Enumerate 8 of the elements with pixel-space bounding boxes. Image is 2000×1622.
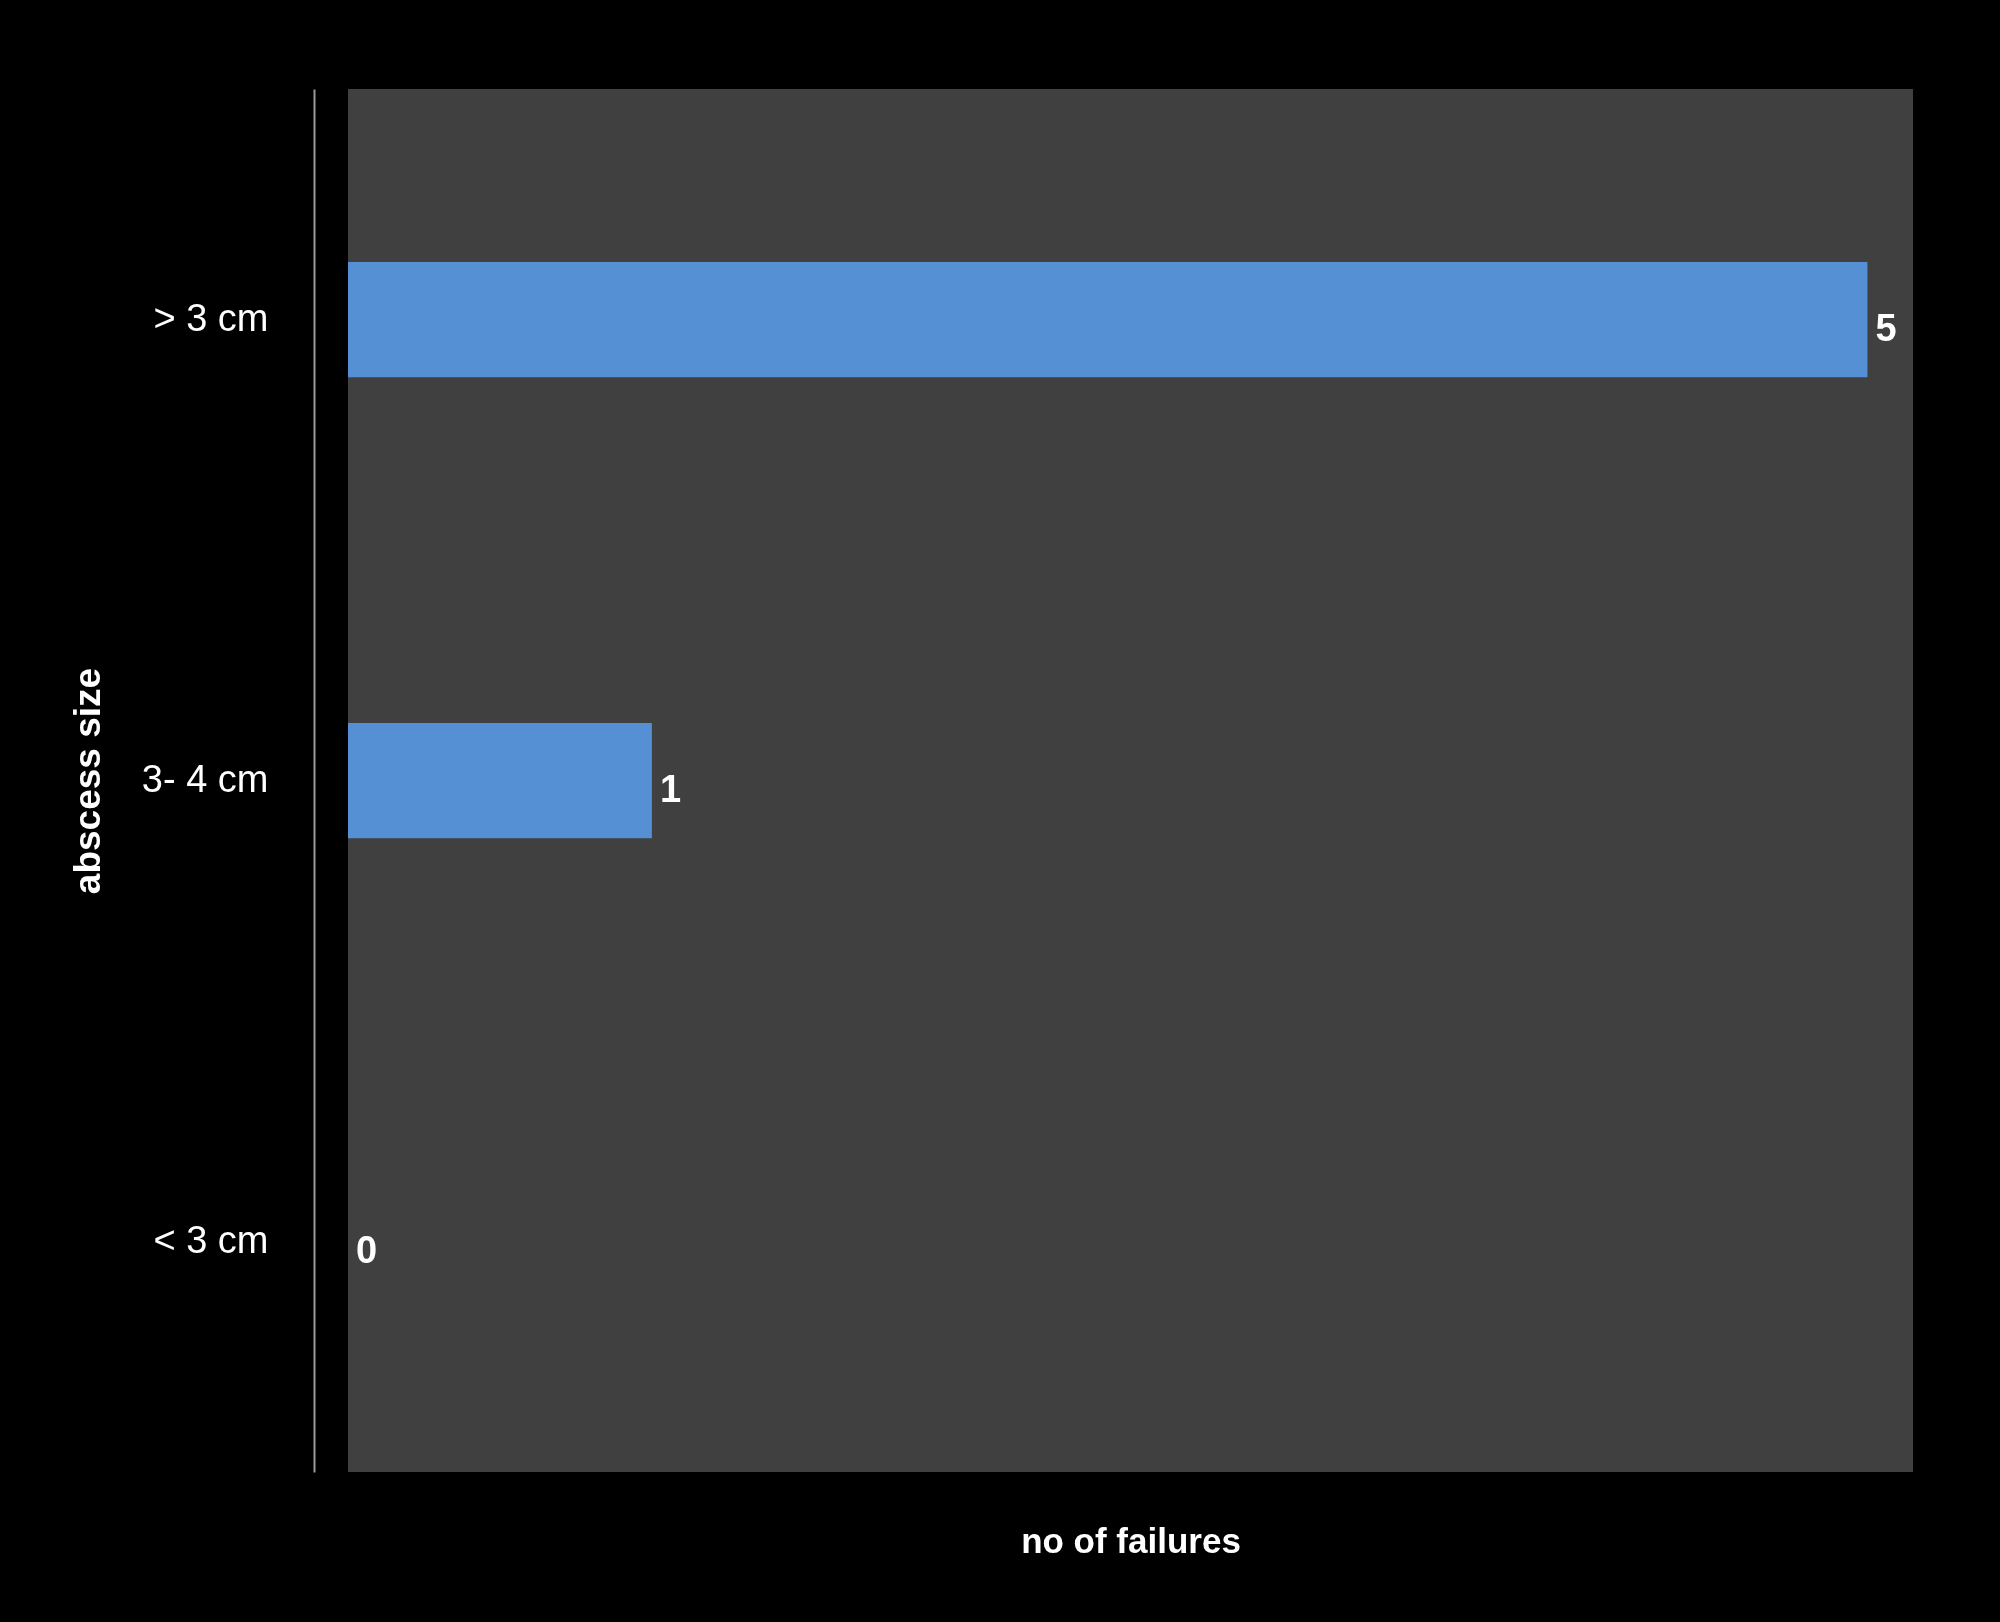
data-label: 1	[659, 767, 682, 810]
y-tick-label: > 3 cm	[153, 296, 269, 339]
y-tick-label: < 3 cm	[153, 1218, 269, 1261]
y-tick-label: 3- 4 cm	[141, 757, 269, 800]
x-axis-title: no of failures	[1021, 1520, 1241, 1560]
data-label: 5	[1875, 306, 1897, 349]
data-label: 0	[356, 1228, 378, 1271]
y-axis-title: abscess size	[66, 667, 108, 895]
